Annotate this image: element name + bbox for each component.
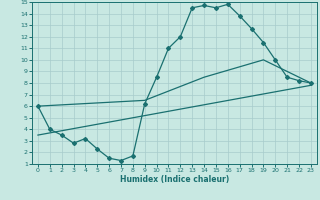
- X-axis label: Humidex (Indice chaleur): Humidex (Indice chaleur): [120, 175, 229, 184]
